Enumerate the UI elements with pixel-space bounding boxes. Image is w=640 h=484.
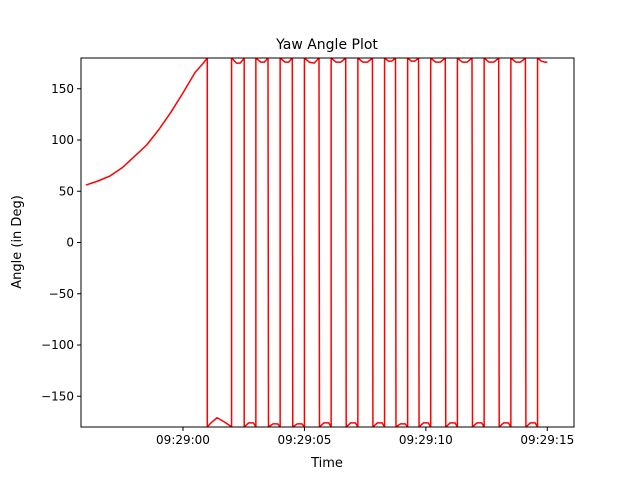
y-tick-label: 100 xyxy=(51,133,74,147)
series-line-0 xyxy=(85,58,548,427)
x-axis-ticks: 09:29:00 09:29:05 09:29:10 09:29:15 xyxy=(156,427,574,447)
y-tick-label: −50 xyxy=(49,287,74,301)
y-tick-label: 150 xyxy=(51,82,74,96)
chart-title: Yaw Angle Plot xyxy=(275,37,378,53)
y-axis-ticks: −150 −100 −50 0 50 100 150 xyxy=(41,82,81,403)
y-axis-label: Angle (in Deg) xyxy=(10,195,25,289)
plot-area xyxy=(85,58,548,427)
x-tick-label: 09:29:15 xyxy=(520,433,574,447)
x-tick-label: 09:29:00 xyxy=(156,433,210,447)
x-tick-label: 09:29:10 xyxy=(399,433,453,447)
y-tick-label: 0 xyxy=(66,236,74,250)
axes-frame xyxy=(80,57,575,428)
x-axis-label: Time xyxy=(310,456,343,471)
y-tick-label: −100 xyxy=(41,338,74,352)
x-tick-label: 09:29:05 xyxy=(277,433,331,447)
y-tick-label: −150 xyxy=(41,389,74,403)
y-tick-label: 50 xyxy=(59,184,74,198)
